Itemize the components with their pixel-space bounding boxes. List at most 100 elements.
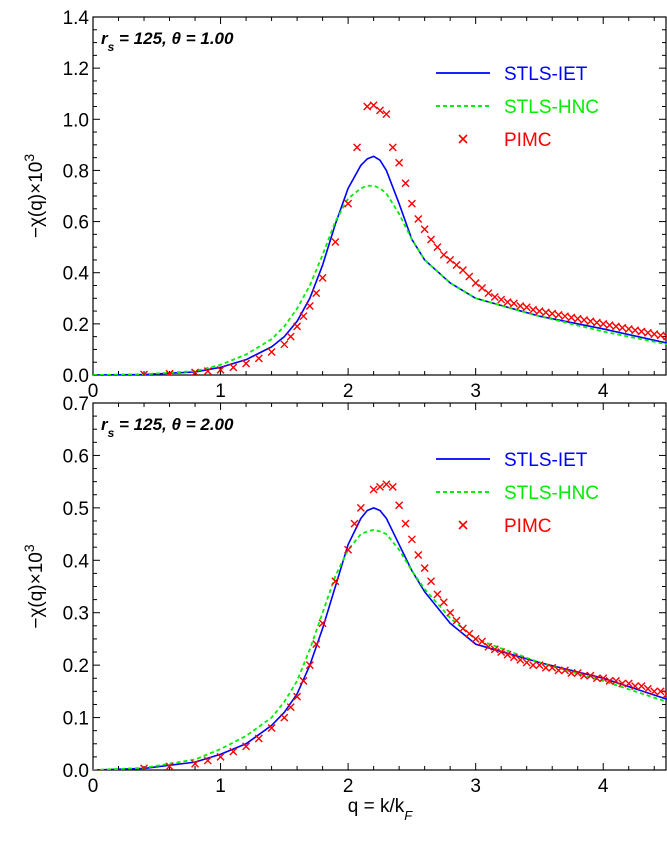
pimc-point (414, 215, 423, 224)
pimc-point (522, 658, 531, 667)
pimc-point (509, 299, 518, 308)
legend-marker (458, 520, 468, 530)
pimc-point (554, 666, 563, 675)
chart-panel-1: 0 1 2 3 4 0.0 0.2 0.4 0.6 0.8 1.0 1.2 1.4 −χ(q)×103 rs… (21, 8, 667, 402)
y-tick-label: 0.1 (63, 709, 89, 730)
pimc-point (592, 318, 601, 327)
pimc-point (203, 367, 212, 375)
pimc-point (599, 319, 608, 328)
pimc-point (624, 324, 633, 333)
pimc-point (229, 747, 238, 756)
pimc-point (573, 314, 582, 323)
pimc-point (414, 551, 423, 560)
pimc-point (433, 243, 442, 252)
pimc-point (191, 368, 200, 375)
pimc-point (497, 648, 506, 657)
x-tick-label: 0 (88, 381, 99, 402)
pimc-point (560, 312, 569, 321)
x-tick-label: 2 (343, 381, 354, 402)
x-tick-label: 3 (470, 381, 481, 402)
pimc-point (254, 354, 263, 363)
pimc-point (293, 692, 302, 701)
pimc-point (490, 645, 499, 654)
pimc-point (541, 663, 550, 672)
pimc-point (242, 742, 251, 751)
y-tick-label: 0.4 (63, 264, 90, 285)
pimc-point (663, 689, 667, 698)
pimc-point (567, 313, 576, 322)
pimc-point (395, 501, 404, 510)
panel-annotation: rs = 125, θ = 1.00 (101, 29, 234, 54)
y-tick-label: 0.0 (63, 366, 89, 387)
pimc-point (637, 327, 646, 336)
pimc-point (586, 317, 595, 326)
pimc-point (267, 724, 276, 733)
pimc-point (267, 347, 276, 356)
x-tick-label: 4 (598, 776, 609, 797)
pimc-point (242, 359, 251, 368)
pimc-point (643, 684, 652, 693)
pimc-point (299, 676, 308, 685)
chart-panel-2: 0 1 2 3 4 0.0 0.1 0.2 0.3 0.4 0.5 0.6 0.7 −χ(q)×103 rs… (21, 394, 667, 797)
pimc-point (529, 305, 538, 314)
pimc-point (605, 676, 614, 685)
series-stls-iet-line (93, 507, 667, 770)
x-tick-label: 2 (343, 776, 354, 797)
series-stls-hnc-line (93, 528, 667, 770)
pimc-point (299, 312, 308, 321)
pimc-point (465, 272, 474, 281)
pimc-point (471, 634, 480, 643)
x-tick-label: 3 (470, 776, 481, 797)
pimc-point (376, 106, 384, 115)
pimc-point (280, 340, 289, 349)
pimc-point (580, 671, 589, 680)
pimc-point (656, 331, 665, 340)
pimc-point (305, 301, 314, 310)
pimc-point (599, 674, 608, 683)
pimc-point (446, 608, 455, 617)
pimc-point (650, 687, 659, 696)
pimc-point (356, 503, 365, 512)
pimc-point (331, 238, 340, 247)
pimc-point (484, 289, 493, 298)
y-axis-label: −χ(q)×103 (21, 154, 47, 239)
pimc-point (618, 323, 627, 332)
x-tick-label: 1 (215, 776, 226, 797)
pimc-point (401, 519, 410, 528)
pimc-point (484, 642, 493, 651)
pimc-point (611, 676, 620, 685)
pimc-point (439, 250, 448, 259)
y-tick-label: 0.8 (63, 161, 89, 182)
y-tick-label: 0.3 (63, 604, 89, 625)
pimc-point (344, 199, 353, 208)
series-stls-iet-line (93, 155, 667, 375)
pimc-point (446, 255, 455, 264)
pimc-point (353, 143, 362, 152)
y-tick-label: 0.0 (63, 761, 89, 782)
y-tick-label: 0.2 (63, 315, 89, 336)
pimc-point (573, 669, 582, 678)
pimc-point (560, 666, 569, 675)
x-tick-label: 0 (88, 776, 99, 797)
pimc-point (458, 266, 467, 275)
pimc-point (643, 328, 652, 337)
pimc-point (369, 485, 378, 494)
pimc-point (663, 332, 667, 341)
y-tick-label: 1.4 (63, 8, 90, 29)
y-tick-label: 0.6 (63, 446, 89, 467)
pimc-point (535, 307, 544, 316)
pimc-point (165, 762, 174, 770)
pimc-point (637, 682, 646, 691)
pimc-point (452, 616, 461, 625)
pimc-point (611, 322, 620, 331)
pimc-point (529, 661, 538, 670)
x-tick-label: 1 (215, 381, 226, 402)
pimc-point (535, 661, 544, 670)
pimc-point (254, 734, 263, 743)
series-stls-hnc-line (93, 184, 667, 375)
pimc-point (548, 663, 557, 672)
pimc-point (478, 637, 487, 646)
pimc-point (401, 179, 410, 188)
pimc-point (478, 284, 487, 293)
pimc-point (427, 235, 436, 244)
